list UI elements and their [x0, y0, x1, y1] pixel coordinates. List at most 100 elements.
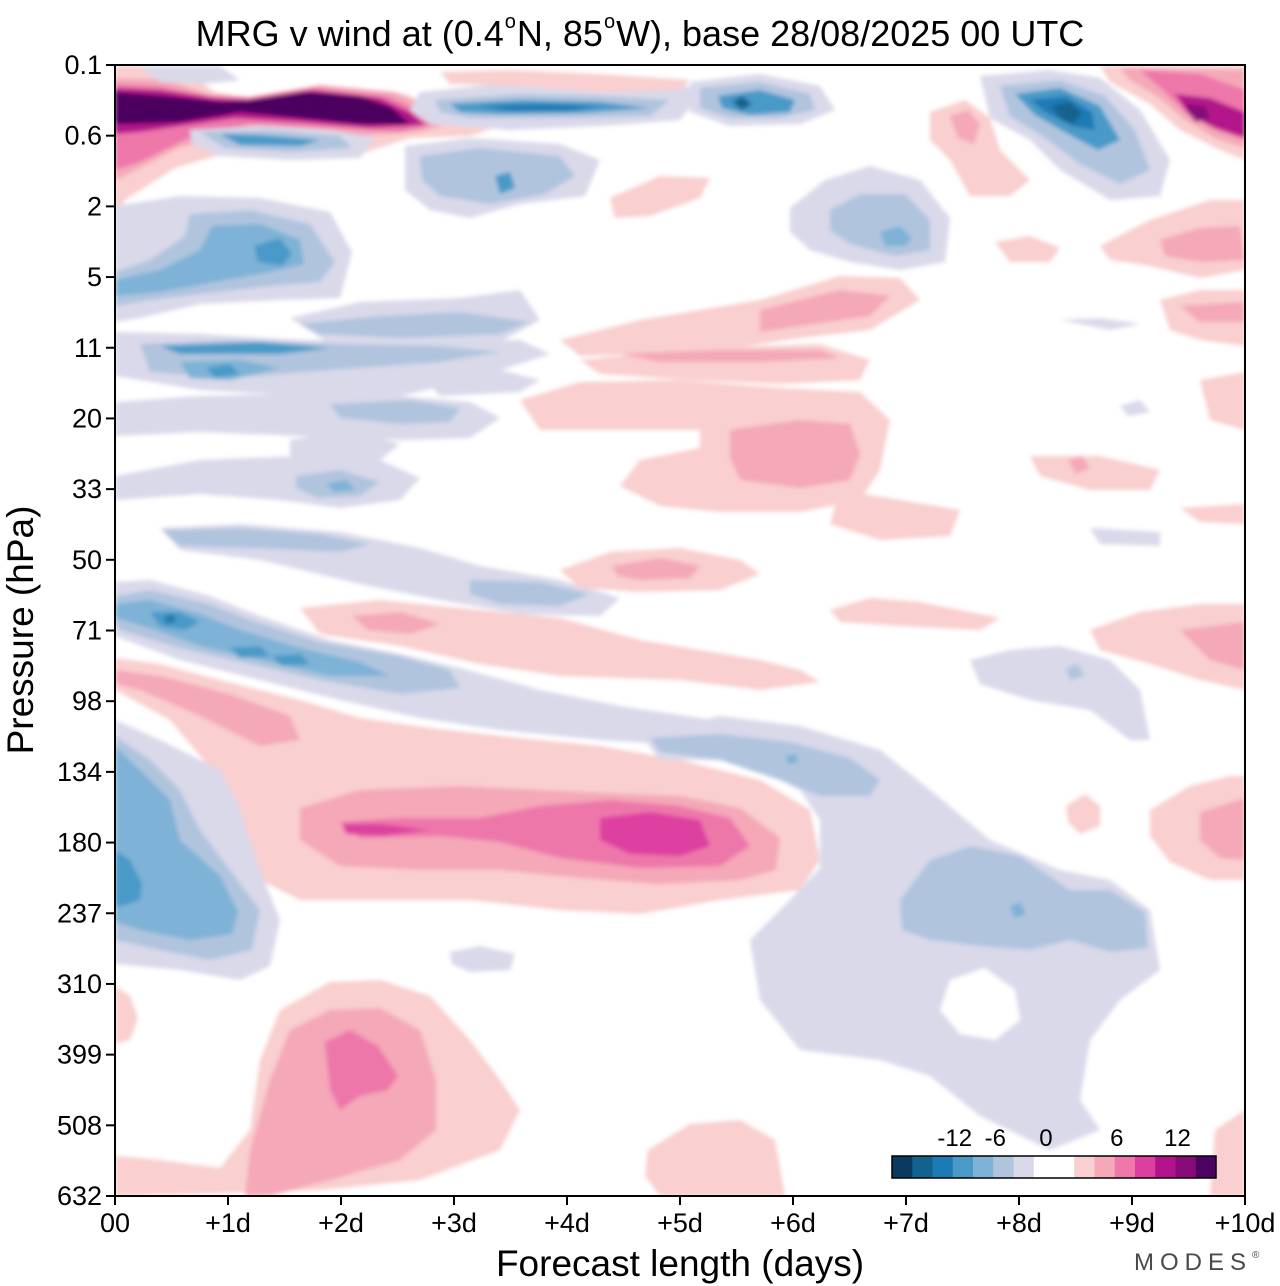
- y-tick-label: 399: [57, 1040, 102, 1070]
- x-tick-label: +6d: [770, 1208, 816, 1238]
- contour-blob: [325, 1030, 398, 1110]
- contour-blob: [1210, 1110, 1245, 1196]
- x-tick-label: +3d: [431, 1208, 477, 1238]
- contour-blob: [620, 350, 840, 362]
- contour-blob: [718, 90, 795, 115]
- contour-blob: [1068, 456, 1090, 474]
- contour-blob: [610, 176, 710, 218]
- contour-blob: [1066, 794, 1100, 834]
- contour-blob: [470, 580, 590, 606]
- contour-blob: [115, 986, 138, 1044]
- contour-blob: [115, 92, 410, 124]
- colorbar-swatch: [1135, 1156, 1156, 1178]
- modes-watermark: MODES®: [1134, 1249, 1259, 1277]
- contour-blob: [206, 364, 240, 378]
- contour-blob: [640, 716, 1160, 1150]
- contour-blob: [1200, 798, 1245, 860]
- y-tick-label: 71: [72, 616, 102, 646]
- x-tick-label: 00: [100, 1208, 130, 1238]
- colorbar-legend: -12 -6 0 6 12: [891, 1125, 1217, 1179]
- y-tick-label: 2: [87, 191, 102, 221]
- contour-blob: [300, 312, 530, 338]
- contour-blob: [115, 670, 300, 746]
- x-tick-label: +5d: [657, 1208, 703, 1238]
- contour-blob: [900, 846, 1148, 952]
- contour-blob: [1060, 318, 1140, 330]
- colorbar-swatch: [1094, 1156, 1116, 1178]
- contour-blob: [115, 580, 760, 746]
- x-tick-label: +8d: [996, 1208, 1042, 1238]
- y-axis: 0.1 0.6 2 5 11 20 33 50 71 98 134 180 237 310 399 508 63…: [57, 50, 115, 1211]
- colorbar-swatch: [1054, 1156, 1075, 1178]
- contour-blob: [272, 654, 310, 666]
- colorbar-swatch: [993, 1156, 1014, 1178]
- contour-blob: [140, 66, 240, 84]
- contour-blob: [650, 734, 880, 796]
- contour-blob: [342, 824, 430, 836]
- contour-blob: [1010, 902, 1026, 918]
- contour-blob: [290, 430, 400, 464]
- contour-blob: [786, 754, 798, 764]
- x-tick-label: +9d: [1109, 1208, 1155, 1238]
- colorbar-swatch: [952, 1156, 974, 1178]
- colorbar-swatch: [892, 1156, 913, 1178]
- contour-blob: [1180, 504, 1245, 524]
- y-tick-label: 98: [72, 686, 102, 716]
- colorbar-swatch: [932, 1156, 954, 1178]
- contour-blob: [1180, 302, 1245, 322]
- colorbar-swatch: [1074, 1156, 1095, 1178]
- contour-blob: [115, 746, 238, 940]
- contour-blob: [940, 968, 1020, 1040]
- y-tick-label: 5: [87, 262, 102, 292]
- contour-blob: [830, 598, 1000, 630]
- contour-blob: [880, 226, 912, 246]
- contour-blob: [352, 612, 440, 634]
- y-tick-label: 310: [57, 969, 102, 999]
- contour-blob: [830, 490, 960, 540]
- contour-blob: [970, 646, 1150, 740]
- colorbar-label: 12: [1164, 1125, 1191, 1152]
- contour-blob: [1090, 528, 1160, 546]
- colorbar-label: 0: [1039, 1125, 1052, 1152]
- y-tick-label: 20: [72, 403, 102, 433]
- contour-blob: [160, 342, 330, 354]
- contour-blob: [1052, 102, 1082, 124]
- title-degree-2: o: [603, 11, 616, 33]
- y-axis-label: Pressure (hPa): [0, 506, 41, 755]
- watermark-text: MODES: [1134, 1249, 1253, 1276]
- contour-blob: [440, 70, 690, 92]
- contour-blob: [162, 528, 370, 552]
- x-tick-label: +1d: [205, 1208, 251, 1238]
- contour-blob: [450, 946, 515, 972]
- colorbar-swatch: [1175, 1156, 1197, 1178]
- contour-blob: [326, 480, 356, 492]
- y-tick-label: 508: [57, 1110, 102, 1140]
- colorbar-swatch: [912, 1156, 933, 1178]
- contour-blob: [115, 224, 304, 296]
- title-part-2: N, 85: [516, 13, 603, 54]
- y-tick-label: 134: [57, 757, 102, 787]
- colorbar-swatch: [1013, 1156, 1035, 1178]
- contour-blob: [1180, 622, 1245, 670]
- y-tick-label: 237: [57, 898, 102, 928]
- contour-blob: [164, 614, 176, 624]
- contour-blob: [1030, 456, 1160, 490]
- colorbar-swatch: [1155, 1156, 1176, 1178]
- contour-blob: [1090, 604, 1245, 690]
- y-tick-label: 50: [72, 545, 102, 575]
- title-part-3: W), base 28/08/2025 00 UTC: [616, 13, 1085, 54]
- colorbar-label: 6: [1110, 1125, 1123, 1152]
- y-tick-label: 11: [74, 333, 102, 363]
- colorbar-frame: [891, 1155, 1217, 1179]
- contour-blob: [230, 646, 270, 658]
- colorbar-swatch: [1195, 1156, 1217, 1178]
- contour-blob: [645, 1120, 785, 1196]
- x-tick-label: +10d: [1215, 1208, 1276, 1238]
- contour-blob: [1160, 226, 1245, 262]
- contour-blob: [1120, 400, 1150, 416]
- contour-blob: [115, 850, 142, 906]
- contour-blob: [1200, 372, 1245, 430]
- y-tick-label: 33: [72, 474, 102, 504]
- contour-blob: [1185, 104, 1210, 122]
